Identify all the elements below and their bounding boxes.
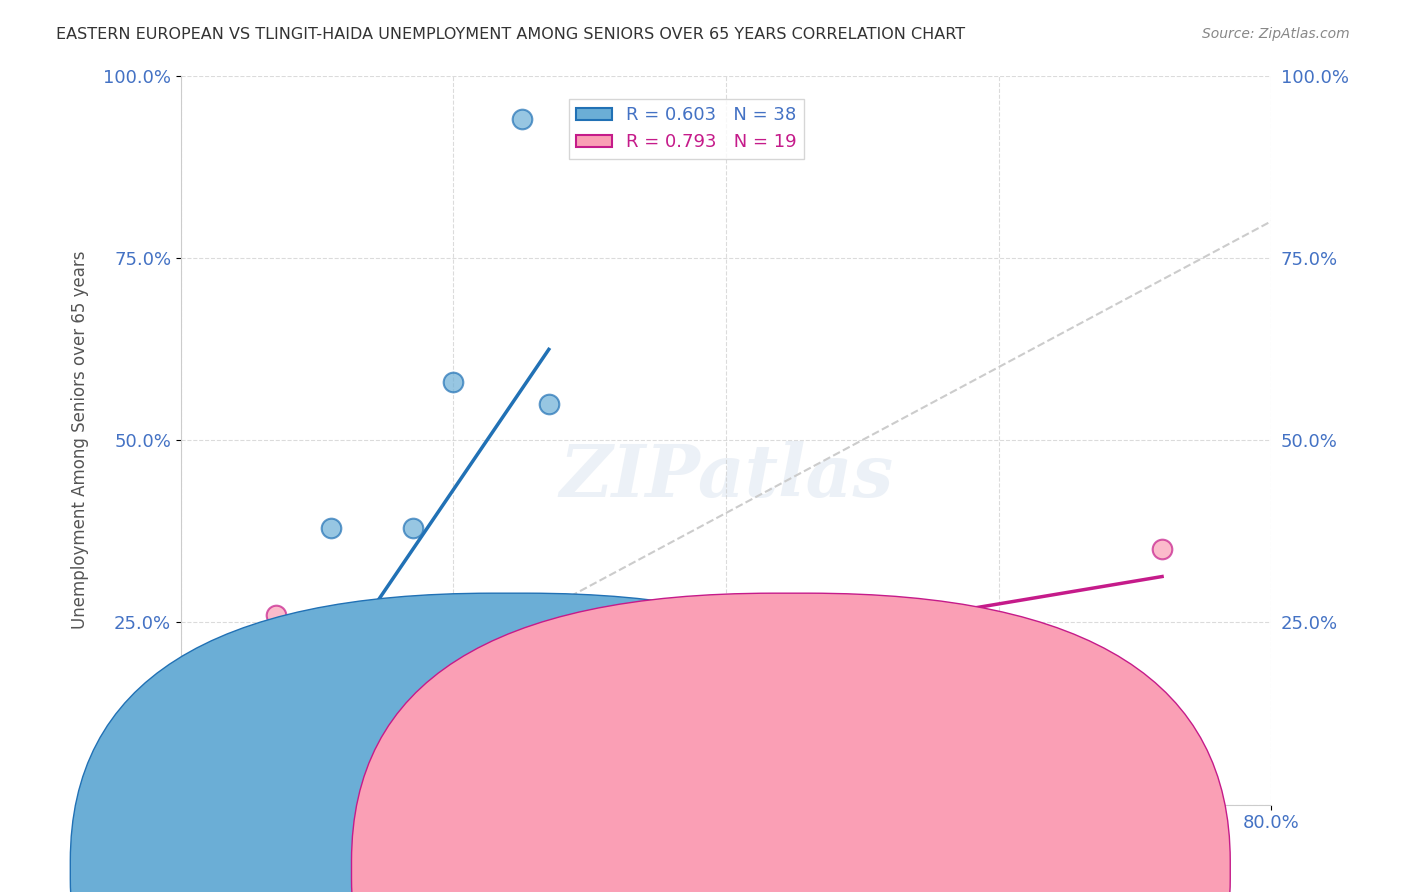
Point [197, 783, 219, 797]
Point [238, 783, 260, 797]
Point [307, 652, 329, 666]
Point [292, 703, 315, 717]
Point [374, 659, 396, 673]
Point [238, 754, 260, 768]
Point [278, 790, 301, 805]
Y-axis label: Unemployment Among Seniors over 65 years: Unemployment Among Seniors over 65 years [72, 251, 89, 630]
Point [292, 717, 315, 731]
Point [197, 724, 219, 739]
Text: Eastern Europeans: Eastern Europeans [513, 856, 668, 874]
Point [319, 783, 342, 797]
Point [347, 688, 370, 702]
Point [441, 375, 464, 389]
Point [252, 724, 274, 739]
Point [264, 608, 287, 623]
Text: ZIPatlas: ZIPatlas [560, 441, 893, 512]
Point [264, 688, 287, 702]
Point [252, 710, 274, 724]
Point [307, 768, 329, 782]
Point [224, 696, 246, 710]
Point [211, 776, 233, 790]
Legend: R = 0.603   N = 38, R = 0.793   N = 19: R = 0.603 N = 38, R = 0.793 N = 19 [568, 99, 804, 159]
Point [278, 761, 301, 775]
Point [319, 520, 342, 534]
Point [264, 768, 287, 782]
Point [252, 776, 274, 790]
Point [252, 754, 274, 768]
Point [333, 644, 356, 658]
Point [292, 776, 315, 790]
Text: Tlingit-Haida: Tlingit-Haida [820, 856, 924, 874]
Point [264, 783, 287, 797]
Point [238, 710, 260, 724]
Point [742, 623, 765, 637]
Point [224, 739, 246, 754]
Point [388, 644, 411, 658]
Point [278, 739, 301, 754]
Point [374, 783, 396, 797]
Point [360, 768, 382, 782]
Point [347, 688, 370, 702]
Point [333, 673, 356, 688]
Point [360, 768, 382, 782]
Point [510, 112, 533, 127]
Point [224, 717, 246, 731]
Point [1152, 542, 1174, 557]
Point [401, 520, 423, 534]
Point [307, 783, 329, 797]
Point [537, 397, 560, 411]
Text: Source: ZipAtlas.com: Source: ZipAtlas.com [1202, 27, 1350, 41]
Point [278, 696, 301, 710]
Point [252, 790, 274, 805]
Point [183, 696, 205, 710]
Point [211, 710, 233, 724]
Point [211, 790, 233, 805]
Point [714, 623, 737, 637]
Point [238, 739, 260, 754]
Point [224, 761, 246, 775]
Point [307, 761, 329, 775]
Point [238, 768, 260, 782]
Point [769, 652, 792, 666]
Text: EASTERN EUROPEAN VS TLINGIT-HAIDA UNEMPLOYMENT AMONG SENIORS OVER 65 YEARS CORRE: EASTERN EUROPEAN VS TLINGIT-HAIDA UNEMPL… [56, 27, 966, 42]
Point [319, 681, 342, 695]
Point [388, 790, 411, 805]
Point [347, 666, 370, 681]
